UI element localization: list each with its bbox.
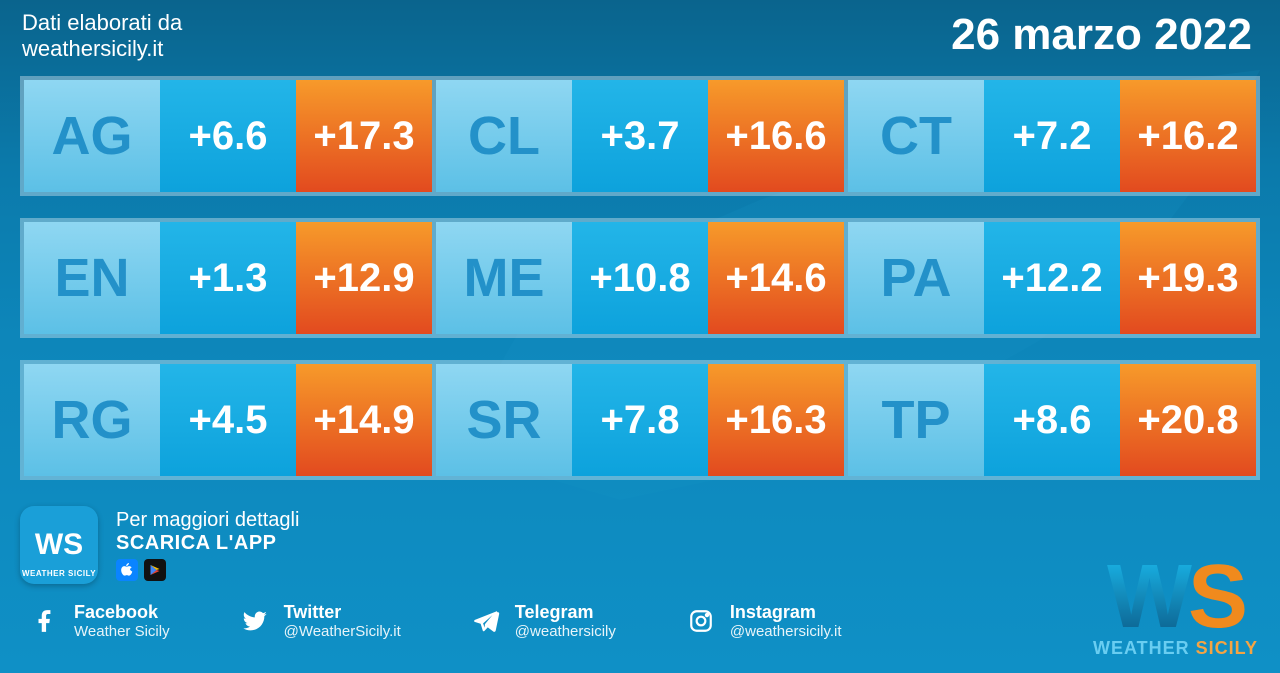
ws-app-icon-text: WS [35,528,83,562]
app-banner-line-1: Per maggiori dettagli [116,509,299,532]
province-code: AG [24,80,160,192]
social-link-instagram[interactable]: Instagram @weathersicily.it [686,602,842,640]
temp-low: +3.7 [572,80,708,192]
instagram-icon [686,606,716,636]
table-row: AG+6.6+17.3CL+3.7+16.6CT+7.2+16.2 [20,76,1260,196]
temp-low: +12.2 [984,222,1120,334]
facebook-icon [30,606,60,636]
temp-high: +16.6 [708,80,844,192]
province-code: CL [436,80,572,192]
social-platform: Telegram [515,602,616,623]
social-text: Instagram @weathersicily.it [730,602,842,640]
logo-label-weather: WEATHER [1093,638,1196,658]
header: Dati elaborati da weathersicily.it 26 ma… [0,0,1280,68]
report-date: 26 marzo 2022 [951,10,1252,60]
province-code: PA [848,222,984,334]
app-download-banner: WS WEATHER SICILY Per maggiori dettagli … [20,502,1260,584]
telegram-icon [471,606,501,636]
temp-high: +16.3 [708,364,844,476]
province-code: CT [848,80,984,192]
temp-high: +14.9 [296,364,432,476]
temp-low: +7.8 [572,364,708,476]
province-code: ME [436,222,572,334]
temp-high: +12.9 [296,222,432,334]
play-store-icon[interactable] [144,559,166,581]
weather-sicily-logo: WS WEATHER SICILY [1093,557,1258,659]
logo-s: S [1188,547,1244,647]
social-link-telegram[interactable]: Telegram @weathersicily [471,602,616,640]
source-line-1: Dati elaborati da [22,10,182,36]
data-source: Dati elaborati da weathersicily.it [22,10,182,62]
province-cell-ct: CT+7.2+16.2 [844,80,1260,192]
temp-low: +6.6 [160,80,296,192]
province-cell-sr: SR+7.8+16.3 [432,364,844,476]
logo-w: W [1107,547,1188,647]
social-text: Telegram @weathersicily [515,602,616,640]
province-cell-pa: PA+12.2+19.3 [844,222,1260,334]
table-row: EN+1.3+12.9ME+10.8+14.6PA+12.2+19.3 [20,218,1260,338]
province-code: SR [436,364,572,476]
province-cell-ag: AG+6.6+17.3 [20,80,432,192]
social-handle: @weathersicily [515,623,616,640]
social-handle: @WeatherSicily.it [284,623,401,640]
temp-high: +14.6 [708,222,844,334]
social-platform: Instagram [730,602,842,623]
temp-high: +20.8 [1120,364,1256,476]
province-cell-cl: CL+3.7+16.6 [432,80,844,192]
app-banner-text: Per maggiori dettagli SCARICA L'APP [116,509,299,581]
source-line-2: weathersicily.it [22,36,182,62]
social-platform: Facebook [74,602,170,623]
store-badges [116,559,299,581]
table-row: RG+4.5+14.9SR+7.8+16.3TP+8.6+20.8 [20,360,1260,480]
temp-low: +7.2 [984,80,1120,192]
app-banner-line-2: SCARICA L'APP [116,532,299,555]
temp-low: +4.5 [160,364,296,476]
ws-app-icon[interactable]: WS WEATHER SICILY [20,506,98,584]
temp-low: +10.8 [572,222,708,334]
temp-high: +17.3 [296,80,432,192]
province-code: TP [848,364,984,476]
temp-low: +8.6 [984,364,1120,476]
twitter-icon [240,606,270,636]
social-platform: Twitter [284,602,401,623]
province-code: RG [24,364,160,476]
social-link-facebook[interactable]: Facebook Weather Sicily [30,602,170,640]
temperature-grid: AG+6.6+17.3CL+3.7+16.6CT+7.2+16.2EN+1.3+… [20,76,1260,480]
province-cell-rg: RG+4.5+14.9 [20,364,432,476]
province-cell-me: ME+10.8+14.6 [432,222,844,334]
temp-high: +16.2 [1120,80,1256,192]
social-handle: @weathersicily.it [730,623,842,640]
logo-label-sicily: SICILY [1196,638,1258,658]
temp-low: +1.3 [160,222,296,334]
social-link-twitter[interactable]: Twitter @WeatherSicily.it [240,602,401,640]
province-cell-en: EN+1.3+12.9 [20,222,432,334]
app-store-icon[interactable] [116,559,138,581]
temp-high: +19.3 [1120,222,1256,334]
social-text: Facebook Weather Sicily [74,602,170,640]
province-cell-tp: TP+8.6+20.8 [844,364,1260,476]
social-handle: Weather Sicily [74,623,170,640]
ws-app-icon-sub: WEATHER SICILY [22,569,96,578]
social-text: Twitter @WeatherSicily.it [284,602,401,640]
province-code: EN [24,222,160,334]
